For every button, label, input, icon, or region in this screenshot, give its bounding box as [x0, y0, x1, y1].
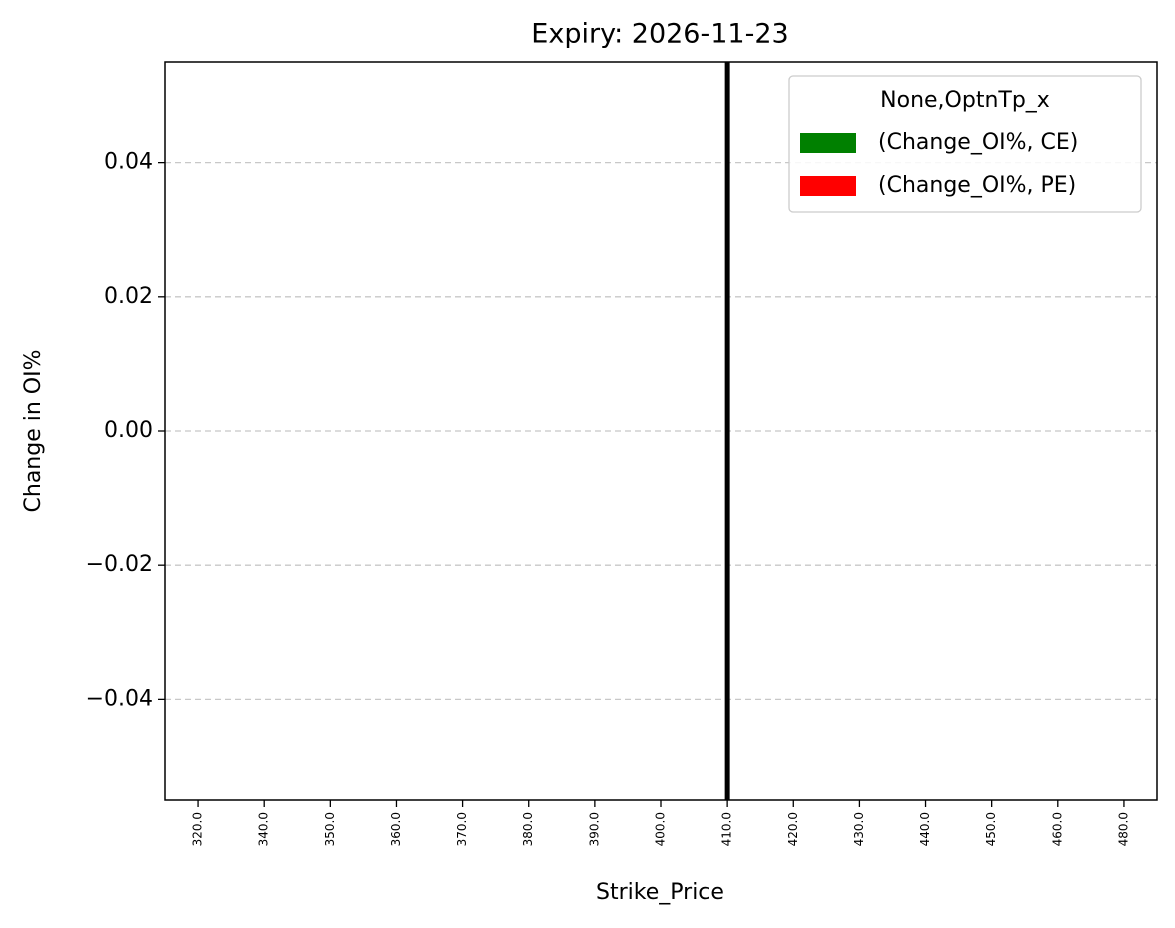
y-tick-label: 0.00 [104, 418, 153, 443]
legend-title: None,OptnTp_x [880, 88, 1050, 113]
x-tick-label: 370.0 [455, 812, 469, 846]
x-tick-label: 480.0 [1116, 812, 1130, 846]
x-tick-label: 390.0 [587, 812, 601, 846]
y-tick-label: 0.04 [104, 150, 153, 175]
x-tick-label: 460.0 [1050, 812, 1064, 846]
x-tick-label: 380.0 [521, 812, 535, 846]
x-tick-label: 420.0 [786, 812, 800, 846]
x-tick-label: 340.0 [257, 812, 271, 846]
x-tick-label: 360.0 [389, 812, 403, 846]
y-tick-label: −0.02 [86, 552, 153, 577]
legend-label: (Change_OI%, CE) [878, 130, 1078, 155]
x-tick-label: 450.0 [984, 812, 998, 846]
legend-box [788, 75, 1142, 213]
x-tick-label: 400.0 [654, 812, 668, 846]
y-tick-label: 0.02 [104, 284, 153, 309]
x-tick-label: 430.0 [852, 812, 866, 846]
y-axis-label: Change in OI% [21, 350, 46, 513]
y-tick-label: −0.04 [86, 686, 153, 711]
x-axis-label: Strike_Price [596, 880, 724, 905]
x-tick-label: 320.0 [191, 812, 205, 846]
legend-swatch [800, 133, 856, 153]
x-tick-label: 440.0 [918, 812, 932, 846]
legend-label: (Change_OI%, PE) [878, 173, 1076, 198]
chart-title: Expiry: 2026-11-23 [531, 19, 788, 50]
legend-swatch [800, 176, 856, 196]
x-tick-label: 410.0 [720, 812, 734, 846]
x-tick-label: 350.0 [323, 812, 337, 846]
plot-frame [164, 61, 1158, 801]
